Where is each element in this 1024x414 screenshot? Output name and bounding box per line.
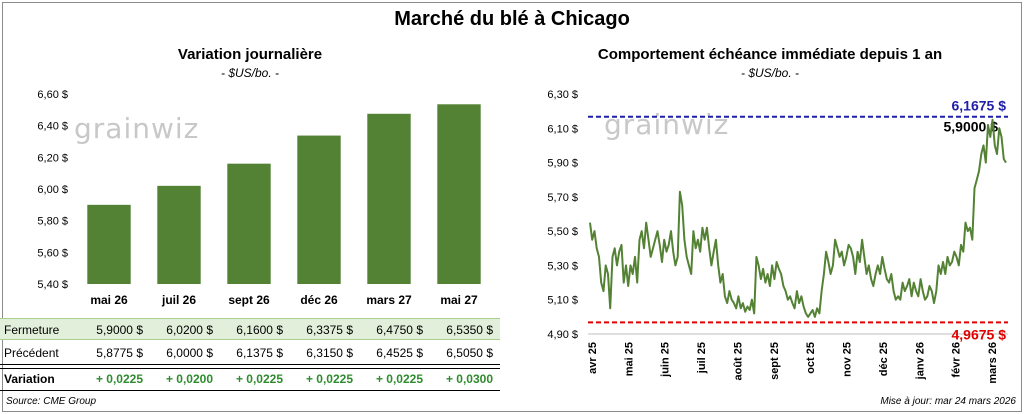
high-label: 6,1675 $ — [952, 98, 1007, 114]
line-y-tick-label: 6,30 $ — [547, 89, 578, 101]
update-note: Mise à jour: mar 24 mars 2026 — [880, 396, 1016, 407]
line-x-tick-label: avr 25 — [587, 342, 599, 374]
bar-1 — [157, 185, 201, 284]
line-y-tick-label: 6,10 $ — [547, 123, 578, 135]
line-chart-title: Comportement échéance immédiate depuis 1… — [597, 46, 943, 63]
table-cell: 5,8775 $ — [96, 346, 143, 360]
line-chart: 4,90 $ 5,10 $ 5,30 $ 5,50 $ 5,70 $ 5,90 $ 6,10… — [547, 89, 1008, 384]
line-x-tick-label: janv 26 — [914, 342, 926, 380]
table-cell: + 0,0225 — [235, 372, 283, 386]
table-divider — [0, 364, 500, 365]
line-chart-unit: - $US/bo. - — [740, 66, 800, 80]
bar-x-tick-label: juil 26 — [161, 293, 196, 307]
line-y-tick-label: 5,70 $ — [547, 192, 578, 204]
table-row-precedent: Précédent 5,8775 $ 6,0000 $ 6,1375 $ 6,3150… — [0, 342, 500, 364]
table-cell: 6,0200 $ — [166, 323, 213, 337]
bar-y-tick-label: 6,40 $ — [37, 121, 68, 133]
bar-y-tick-label: 6,20 $ — [37, 152, 68, 164]
source-note: Source: CME Group — [6, 396, 97, 407]
table-cell: + 0,0225 — [305, 372, 353, 386]
table-cell: 6,5350 $ — [446, 323, 493, 337]
price-series-line — [589, 118, 1007, 318]
line-x-tick-label: déc 25 — [878, 342, 890, 376]
table-cell: + 0,0225 — [375, 372, 423, 386]
bar-y-tick-label: 5,40 $ — [37, 279, 68, 291]
line-x-tick-label: oct 25 — [805, 342, 817, 374]
bar-chart-unit: - $US/bo. - — [220, 66, 280, 80]
line-x-tick-label: juil 25 — [696, 342, 708, 374]
line-x-tick-label: août 25 — [732, 342, 744, 381]
bar-0 — [87, 204, 131, 284]
bar-x-tick-label: mai 27 — [440, 293, 478, 307]
bar-x-tick-label: mars 27 — [366, 293, 412, 307]
bar-y-tick-label: 5,60 $ — [37, 247, 68, 259]
line-y-tick-label: 5,30 $ — [547, 260, 578, 272]
table-row-variation: Variation + 0,0225 + 0,0200 + 0,0225 + 0,02… — [0, 368, 500, 390]
bar-y-tick-label: 6,60 $ — [37, 89, 68, 101]
table-cell: 6,5050 $ — [446, 346, 493, 360]
table-row-fermeture: Fermeture 5,9000 $ 6,0200 $ 6,1600 $ 6,3375… — [0, 318, 500, 340]
line-x-tick-label: nov 25 — [842, 342, 854, 377]
bar-x-tick-label: sept 26 — [228, 293, 270, 307]
low-label: 4,9675 $ — [952, 326, 1007, 342]
row-label-fermeture: Fermeture — [4, 323, 60, 337]
last-value-label: 5,9000 $ — [944, 119, 999, 135]
line-y-tick-label: 5,90 $ — [547, 158, 578, 170]
line-x-tick-label: mars 26 — [987, 342, 999, 384]
bar-x-tick-label: déc 26 — [300, 293, 338, 307]
table-cell: 6,3150 $ — [306, 346, 353, 360]
line-x-tick-label: sept 25 — [769, 342, 781, 380]
grainwiz-logo: grainwiz — [74, 112, 200, 145]
table-cell: 6,3375 $ — [306, 323, 353, 337]
table-divider — [0, 368, 500, 369]
table-cell: 6,4525 $ — [376, 346, 423, 360]
table-cell: + 0,0300 — [445, 372, 493, 386]
table-cell: 6,1375 $ — [236, 346, 283, 360]
line-y-tick-label: 5,50 $ — [547, 226, 578, 238]
bar-y-tick-label: 6,00 $ — [37, 184, 68, 196]
bar-5 — [437, 104, 481, 285]
line-x-tick-label: juin 25 — [660, 342, 672, 378]
bar-x-tick-label: mai 26 — [90, 293, 128, 307]
table-divider — [0, 390, 500, 391]
bar-chart-title: Variation journalière — [177, 46, 323, 63]
table-cell: 6,4750 $ — [376, 323, 423, 337]
row-label-variation: Variation — [4, 372, 55, 386]
table-cell: + 0,0225 — [95, 372, 143, 386]
line-x-tick-label: mai 25 — [623, 342, 635, 376]
line-y-tick-label: 4,90 $ — [547, 329, 578, 341]
table-cell: 6,1600 $ — [236, 323, 283, 337]
row-label-precedent: Précédent — [4, 346, 59, 360]
line-x-tick-label: févr 26 — [951, 342, 963, 377]
grainwiz-logo: grainwiz — [604, 108, 730, 141]
bar-4 — [367, 113, 411, 284]
bar-2 — [227, 163, 271, 284]
table-cell: 5,9000 $ — [96, 323, 143, 337]
table-cell: + 0,0200 — [165, 372, 213, 386]
line-y-tick-label: 5,10 $ — [547, 295, 578, 307]
bar-chart: 5,40 $ 5,60 $ 5,80 $ 6,00 $ 6,20 $ 6,40 $ 6,60… — [37, 89, 481, 307]
bar-3 — [297, 135, 341, 284]
page-title: Marché du blé à Chicago — [394, 8, 630, 30]
bar-y-tick-label: 5,80 $ — [37, 216, 68, 228]
table-cell: 6,0000 $ — [166, 346, 213, 360]
